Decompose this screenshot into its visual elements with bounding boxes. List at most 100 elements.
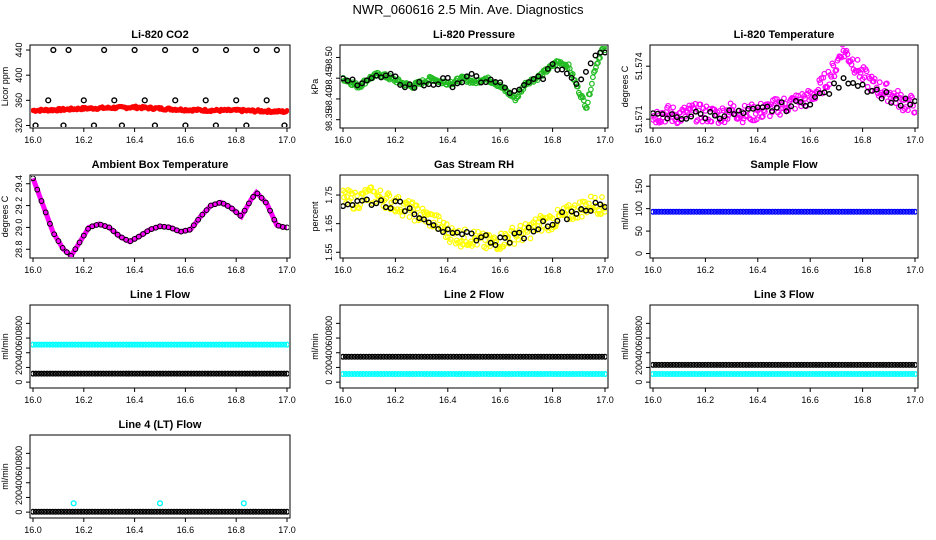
data-point — [250, 370, 257, 377]
data-point — [722, 361, 729, 368]
data-point — [734, 361, 741, 368]
data-point — [719, 371, 726, 378]
data-point — [450, 353, 457, 360]
data-point — [865, 371, 872, 378]
data-point — [751, 361, 758, 368]
data-point — [778, 371, 785, 378]
data-point — [746, 208, 753, 215]
data-point — [854, 82, 861, 89]
data-point — [273, 46, 280, 54]
plot-frame — [339, 174, 609, 259]
data-point — [857, 69, 864, 76]
data-point — [382, 72, 389, 79]
data-point — [754, 208, 761, 215]
data-point — [418, 371, 425, 378]
x-tick-label: 16.4 — [126, 265, 144, 275]
data-point — [833, 67, 840, 73]
panel-title: Li-820 Temperature — [734, 29, 835, 41]
data-point — [587, 207, 594, 214]
data-point — [47, 220, 53, 227]
data-point — [847, 371, 854, 378]
data-point — [702, 115, 709, 122]
data-point — [757, 361, 764, 368]
data-point — [725, 371, 732, 378]
data-point — [897, 208, 904, 215]
data-point — [179, 341, 186, 348]
y-tick-label: 800 — [14, 316, 24, 331]
data-point — [772, 361, 779, 368]
x-tick-label: 16.8 — [544, 265, 562, 275]
data-point — [80, 97, 87, 104]
y-tick-label: 50 — [634, 226, 644, 236]
data-point — [137, 508, 144, 515]
data-point — [243, 122, 250, 127]
data-point — [573, 80, 580, 87]
data-point — [202, 508, 209, 515]
data-point — [94, 508, 101, 515]
data-point — [711, 208, 718, 215]
data-point — [261, 341, 268, 348]
data-point — [599, 371, 606, 378]
y-tick-label: 200 — [14, 360, 24, 375]
data-point — [97, 508, 104, 515]
data-point — [830, 361, 837, 368]
data-point — [188, 341, 195, 348]
data-point — [38, 198, 45, 204]
x-tick-label: 16.4 — [126, 395, 144, 405]
data-point — [120, 370, 127, 377]
data-point — [111, 370, 118, 377]
data-point — [224, 508, 231, 515]
data-point — [878, 95, 885, 102]
data-point — [94, 370, 101, 377]
data-point — [554, 206, 561, 213]
data-point — [748, 208, 755, 215]
data-point — [596, 371, 603, 378]
data-point — [792, 208, 799, 215]
x-tick-label: 16.8 — [227, 395, 245, 405]
series-line2-black — [341, 353, 607, 360]
y-axis-label: degrees C — [620, 65, 630, 107]
data-point — [77, 341, 84, 348]
data-point — [543, 353, 550, 360]
data-point — [430, 222, 437, 229]
data-point — [238, 370, 245, 377]
data-point — [491, 371, 498, 378]
data-point — [679, 208, 686, 215]
x-tick-label: 16.2 — [75, 395, 93, 405]
data-point — [501, 84, 508, 91]
data-point — [735, 107, 742, 114]
data-point — [664, 208, 671, 215]
data-point — [52, 370, 59, 377]
data-point — [652, 361, 659, 368]
data-point — [100, 508, 107, 515]
data-point — [255, 508, 262, 515]
x-tick-label: 16.6 — [177, 135, 195, 145]
x-tick-label: 16.2 — [75, 265, 93, 275]
data-point — [72, 341, 79, 348]
data-point — [492, 242, 499, 249]
data-point — [487, 76, 494, 83]
data-point — [569, 353, 576, 360]
data-point — [669, 111, 676, 118]
series-line4-spikes — [70, 500, 247, 507]
data-point — [186, 226, 193, 233]
x-tick-label: 16.0 — [644, 135, 662, 145]
data-point — [182, 341, 189, 348]
data-point — [241, 508, 248, 515]
data-point — [357, 371, 364, 378]
data-point — [778, 208, 785, 215]
data-point — [584, 99, 591, 106]
data-point — [500, 371, 507, 378]
data-point — [173, 341, 180, 348]
data-point — [161, 223, 168, 230]
x-tick-label: 16.2 — [697, 135, 715, 145]
data-point — [65, 46, 72, 54]
series-reference — [341, 196, 607, 249]
data-point — [378, 197, 385, 204]
data-point — [76, 239, 83, 246]
x-tick-label: 16.2 — [697, 395, 715, 405]
panel-sample: Sample Flow ml/min 0 50 100 150 16.0 16.2 16.4 16… — [620, 159, 924, 275]
data-point — [540, 218, 547, 225]
panel-title: Sample Flow — [750, 159, 818, 171]
data-point — [159, 370, 166, 377]
